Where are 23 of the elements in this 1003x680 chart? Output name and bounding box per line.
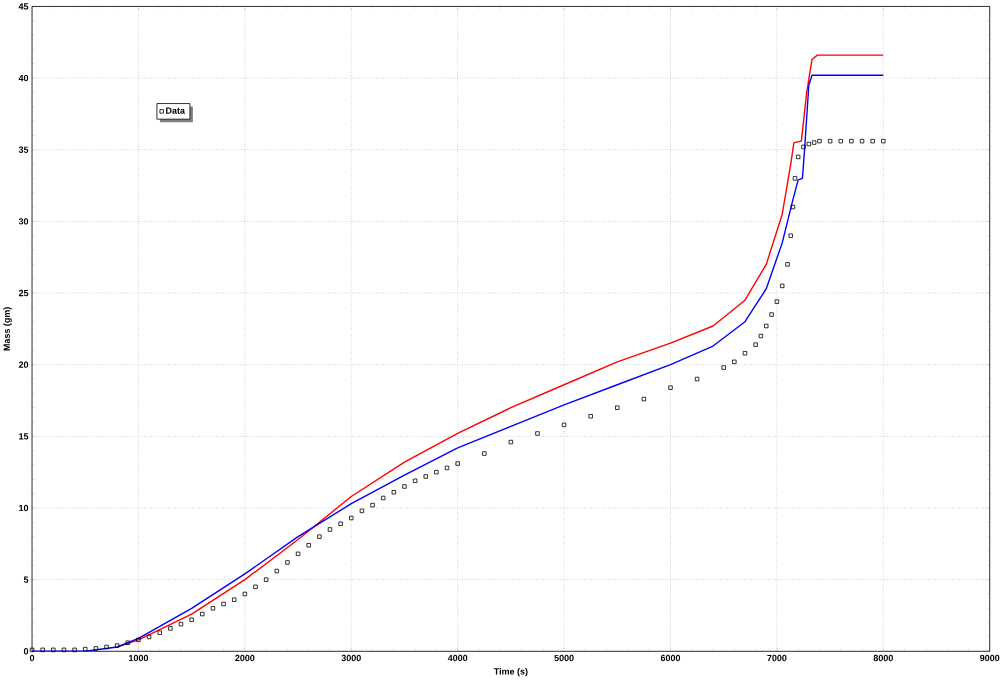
- x-tick-label: 3000: [341, 654, 361, 662]
- y-tick-label: 0: [23, 648, 29, 655]
- x-tick-label: 4000: [447, 654, 468, 662]
- y-tick-label: 45: [18, 3, 29, 10]
- y-axis-title: Mass (gm): [3, 307, 12, 351]
- x-axis-title: Time (s): [493, 668, 528, 677]
- y-tick-label: 10: [19, 504, 29, 512]
- x-tick-label: 1000: [129, 654, 149, 662]
- y-tick-label: 25: [18, 290, 29, 297]
- x-tick-label: 7000: [767, 654, 787, 662]
- x-tick-label: 5000: [554, 654, 574, 662]
- y-tick-label: 35: [18, 146, 29, 154]
- y-tick-label: 5: [23, 576, 29, 583]
- y-tick-label: 40: [18, 75, 29, 82]
- x-tick-label: 6000: [660, 654, 681, 662]
- y-tick-label: 30: [18, 218, 29, 225]
- y-tick-label: 15: [19, 433, 29, 440]
- x-tick-label: 0: [29, 654, 35, 662]
- legend-label: Data: [166, 107, 185, 114]
- x-tick-label: 8000: [873, 654, 893, 662]
- x-tick-label: 2000: [235, 654, 255, 662]
- y-tick-label: 20: [18, 361, 29, 369]
- x-tick-label: 9000: [980, 654, 1000, 662]
